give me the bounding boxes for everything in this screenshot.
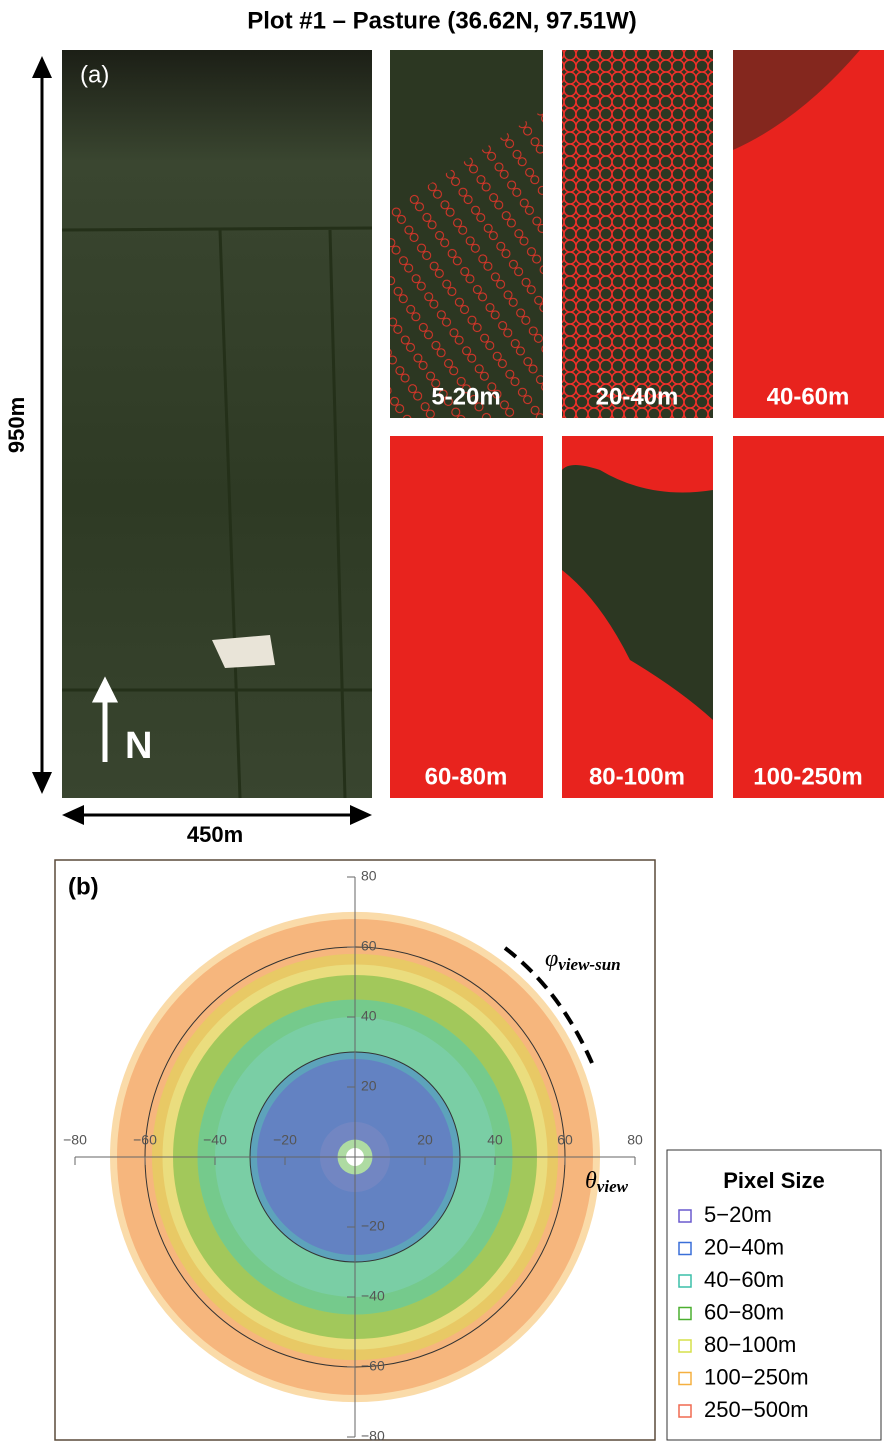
x-tick-label: −20 [273,1132,297,1148]
tile-label: 80-100m [589,763,685,790]
legend-label: 40−60m [704,1267,784,1292]
y-tick-label: −40 [361,1288,385,1304]
legend-label: 60−80m [704,1299,784,1324]
y-tick-label: 20 [361,1078,377,1094]
legend-label: 80−100m [704,1332,796,1357]
figure-title: Plot #1 – Pasture (36.62N, 97.51W) [247,7,637,34]
legend-title: Pixel Size [723,1168,825,1193]
tile-label: 40-60m [767,383,850,410]
figure: Plot #1 – Pasture (36.62N, 97.51W) (a) N… [0,0,884,1446]
tile-label: 100-250m [753,763,862,790]
y-tick-label: −60 [361,1358,385,1374]
y-tick-label: −80 [361,1428,385,1444]
panel-label: (a) [80,61,109,88]
x-tick-label: −40 [203,1132,227,1148]
tile-label: 20-40m [596,383,679,410]
width-label: 450m [187,822,243,847]
legend-label: 250−500m [704,1397,809,1422]
legend-label: 100−250m [704,1364,809,1389]
y-tick-label: 80 [361,868,377,884]
x-tick-label: 20 [417,1132,433,1148]
tile-image [733,436,884,798]
tiles [390,50,884,798]
north-label: N [125,725,152,767]
x-tick-label: 40 [487,1132,503,1148]
x-tick-label: −80 [63,1132,87,1148]
tile-overlay [562,50,713,418]
y-tick-label: 60 [361,938,377,954]
tile-label: 60-80m [425,763,508,790]
height-label: 950m [4,397,29,453]
y-tick-label: −20 [361,1218,385,1234]
legend-label: 20−40m [704,1234,784,1259]
x-tick-label: −60 [133,1132,157,1148]
tile-label: 5-20m [431,383,500,410]
x-tick-label: 80 [627,1132,643,1148]
y-tick-label: 40 [361,1008,377,1024]
panel-label: (b) [68,873,99,900]
legend-label: 5−20m [704,1202,772,1227]
tile-image [390,436,543,798]
x-tick-label: 60 [557,1132,573,1148]
